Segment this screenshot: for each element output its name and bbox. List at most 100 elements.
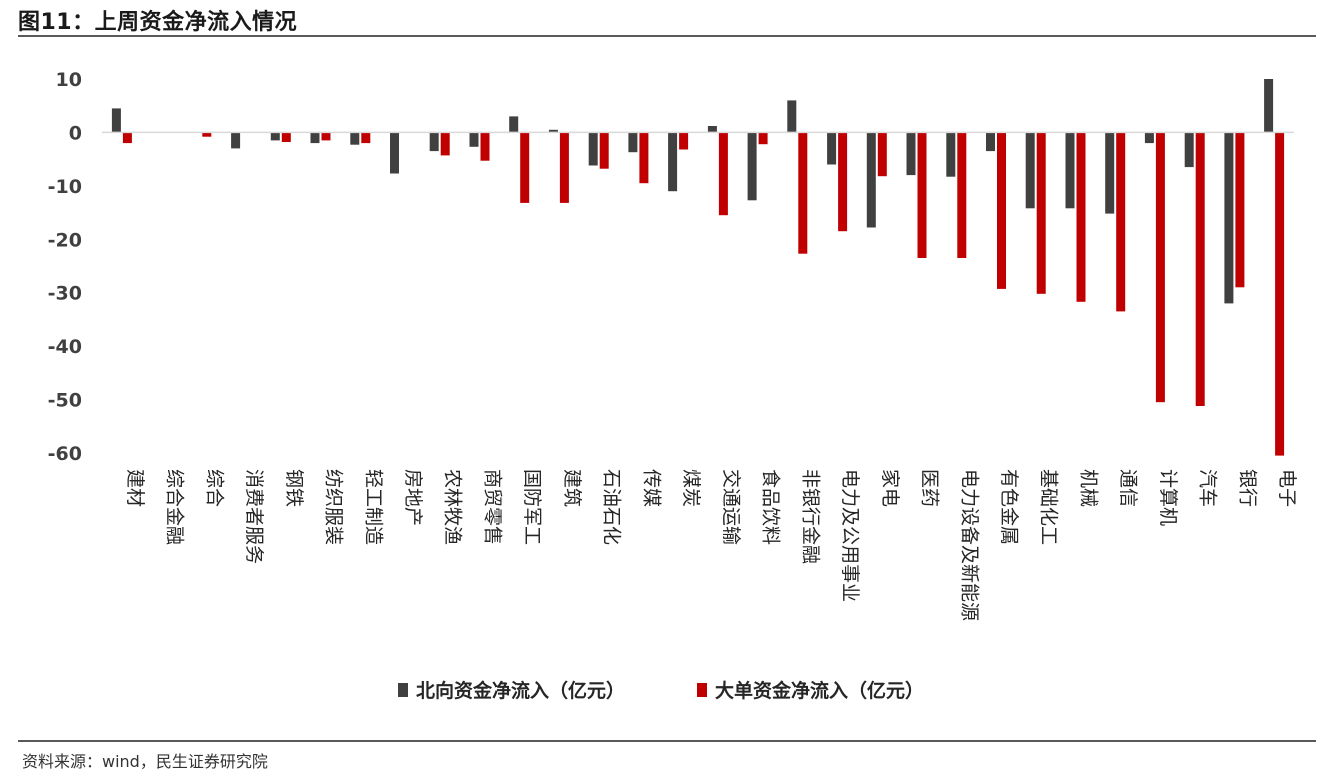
- x-category-label: 建筑: [561, 469, 583, 507]
- x-category-label: 石油石化: [601, 469, 623, 545]
- large-order-bar: [321, 132, 331, 141]
- x-category-label: 非银行金融: [799, 469, 821, 564]
- x-category-label: 电力设备及新能源: [958, 469, 980, 621]
- x-category-label: 纺织服装: [323, 469, 345, 545]
- large-order-bar: [361, 132, 371, 144]
- north-bound-bar: [1144, 132, 1154, 144]
- large-order-bar: [1116, 132, 1126, 312]
- large-order-bar: [559, 132, 569, 203]
- large-order-bar: [1235, 132, 1245, 288]
- north-bound-bar: [1105, 132, 1115, 214]
- x-category-label: 建材: [124, 469, 146, 507]
- x-category-label: 综合金融: [164, 469, 186, 545]
- y-tick-label: -50: [48, 390, 82, 412]
- bar-chart: 10 0 -10 -20 -30 -40 -50 -60 建材 综合金融 综合 消费者服务 钢铁 纺织服…: [48, 69, 1298, 702]
- source-note: 资料来源：wind，民生证券研究院: [22, 752, 268, 771]
- x-category-label: 机械: [1078, 469, 1100, 507]
- large-order-bar: [957, 132, 967, 258]
- footer-divider: [18, 740, 1316, 742]
- x-category-label: 食品饮料: [760, 469, 782, 545]
- north-bound-bar: [628, 132, 638, 153]
- large-order-bar: [1076, 132, 1086, 302]
- y-tick-label: 0: [69, 122, 82, 144]
- north-bound-bar: [986, 132, 995, 152]
- north-bound-bar: [548, 129, 558, 133]
- large-order-bar: [679, 132, 689, 150]
- x-category-label: 综合: [203, 469, 225, 507]
- large-order-bar: [122, 132, 132, 144]
- north-bound-bar: [787, 100, 797, 133]
- x-axis-labels: 建材 综合金融 综合 消费者服务 钢铁 纺织服装 轻工制造 房地产 农林牧渔 商贸零售 国防军工 建筑…: [124, 469, 1298, 621]
- north-bound-bar: [827, 132, 837, 165]
- large-order-bar: [281, 132, 291, 142]
- large-order-bar: [599, 132, 609, 169]
- y-axis: 10 0 -10 -20 -30 -40 -50 -60: [48, 69, 82, 465]
- x-category-label: 电子: [1276, 469, 1298, 507]
- north-bound-bar: [509, 116, 519, 133]
- title-divider: [18, 35, 1316, 37]
- large-order-bar: [440, 132, 450, 156]
- large-order-bar: [718, 132, 728, 216]
- legend-swatch: [398, 683, 408, 697]
- x-category-label: 煤炭: [680, 469, 702, 507]
- north-bound-bar: [1184, 132, 1194, 168]
- north-bound-bar: [270, 132, 280, 141]
- large-order-bar: [1195, 132, 1205, 406]
- north-bound-bar: [707, 126, 717, 133]
- x-category-label: 轻工制造: [362, 469, 384, 545]
- large-order-bar: [1155, 132, 1165, 403]
- north-bound-bar: [429, 132, 439, 152]
- bar-series: [111, 79, 1285, 456]
- x-category-label: 房地产: [402, 469, 424, 526]
- north-bound-bar: [469, 132, 479, 147]
- x-category-label: 消费者服务: [243, 469, 265, 564]
- x-category-label: 商贸零售: [482, 469, 504, 545]
- x-category-label: 传媒: [640, 469, 662, 507]
- north-bound-bar: [1065, 132, 1075, 209]
- y-tick-label: -30: [48, 283, 82, 305]
- y-tick-label: 10: [56, 69, 82, 91]
- large-order-bar: [877, 132, 887, 177]
- north-bound-bar: [111, 108, 121, 133]
- x-category-label: 医药: [919, 469, 941, 507]
- north-bound-bar: [1224, 132, 1234, 304]
- north-bound-bar: [350, 132, 360, 145]
- large-order-bar: [202, 132, 212, 137]
- x-category-label: 有色金属: [998, 469, 1020, 545]
- large-order-bar: [997, 132, 1006, 289]
- large-order-bar: [1275, 132, 1285, 456]
- large-order-bar: [798, 132, 808, 254]
- large-order-bar: [639, 132, 649, 184]
- north-bound-bar: [310, 132, 320, 144]
- legend-label: 大单资金净流入（亿元）: [715, 679, 924, 702]
- large-order-bar: [758, 132, 768, 145]
- page-title: 图11：上周资金净流入情况: [18, 10, 298, 35]
- y-tick-label: -10: [48, 176, 82, 198]
- x-category-label: 农林牧渔: [442, 469, 464, 545]
- large-order-bar: [917, 132, 927, 258]
- large-order-bar: [480, 132, 490, 161]
- north-bound-bar: [668, 132, 678, 192]
- x-category-label: 计算机: [1157, 469, 1179, 526]
- north-bound-bar: [946, 132, 956, 177]
- x-category-label: 通信: [1117, 469, 1139, 507]
- large-order-bar: [520, 132, 530, 203]
- north-bound-bar: [906, 132, 916, 176]
- legend: 北向资金净流入（亿元） 大单资金净流入（亿元）: [398, 679, 924, 702]
- legend-swatch: [697, 683, 707, 697]
- north-bound-bar: [866, 132, 876, 228]
- north-bound-bar: [747, 132, 757, 201]
- x-category-label: 钢铁: [283, 469, 305, 507]
- x-category-label: 家电: [879, 469, 901, 507]
- x-category-label: 基础化工: [1038, 469, 1060, 545]
- x-category-label: 汽车: [1197, 469, 1219, 507]
- x-category-label: 国防军工: [521, 469, 543, 545]
- north-bound-bar: [231, 132, 241, 149]
- legend-label: 北向资金净流入（亿元）: [416, 679, 625, 702]
- north-bound-bar: [1264, 79, 1274, 133]
- north-bound-bar: [588, 132, 598, 166]
- y-tick-label: -20: [48, 229, 82, 251]
- y-tick-label: -40: [48, 336, 82, 358]
- north-bound-bar: [1025, 132, 1035, 209]
- x-category-label: 银行: [1236, 469, 1258, 507]
